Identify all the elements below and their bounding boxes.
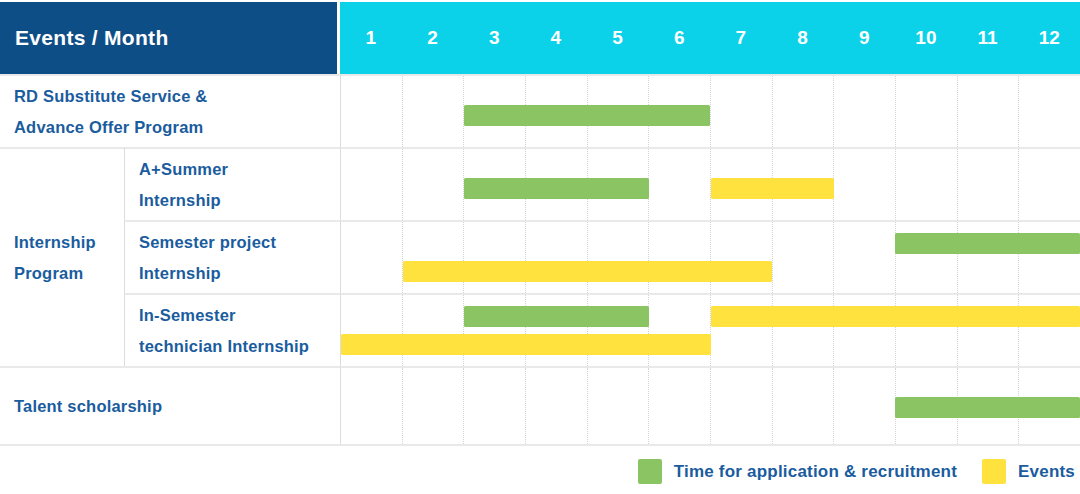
label-line: Talent scholarship: [14, 391, 334, 422]
month-gridline-col: [648, 149, 710, 220]
month-gridline-col: [772, 222, 834, 293]
chart-row-semester-project-internship: [340, 220, 1080, 293]
month-gridline-col: [341, 76, 402, 147]
row-group-label-internship-program: InternshipProgram: [0, 147, 124, 366]
row-label-a-plus-summer-internship: A+SummerInternship: [124, 147, 340, 220]
legend-swatch-green: [638, 459, 662, 484]
month-gridline-col: [648, 222, 710, 293]
table-header-cell: Events / Month: [0, 2, 340, 74]
legend: Time for application & recruitment Events: [638, 459, 1075, 484]
month-gridline-col: [895, 76, 957, 147]
month-gridline-col: [772, 76, 834, 147]
month-gridline-col: [525, 222, 587, 293]
month-gridline-col: [895, 149, 957, 220]
month-gridline-col: [833, 368, 895, 444]
bar-a-plus-summer-internship-green-0: [464, 178, 649, 199]
label-line: Semester project: [139, 227, 334, 258]
month-gridline-col: [402, 368, 464, 444]
month-header-row: 123456789101112: [340, 2, 1080, 74]
month-header-9: 9: [833, 2, 895, 74]
chart-row-talent-scholarship: [340, 366, 1080, 444]
bar-in-semester-technician-internship-green-0: [464, 306, 649, 327]
month-gridline-col: [1018, 149, 1080, 220]
label-line: Internship: [14, 227, 118, 258]
label-line: Internship: [139, 258, 334, 289]
row-label-in-semester-technician-internship: In-Semestertechnician Internship: [124, 293, 340, 366]
month-gridline-col: [341, 295, 402, 366]
month-header-5: 5: [587, 2, 649, 74]
month-header-2: 2: [402, 2, 464, 74]
legend-item-green: Time for application & recruitment: [638, 459, 957, 484]
bar-rd-substitute-service-advance-offer-program-green-0: [464, 105, 710, 126]
month-header-8: 8: [772, 2, 834, 74]
legend-label: Events: [1018, 462, 1075, 482]
month-gridline-col: [833, 76, 895, 147]
month-header-10: 10: [895, 2, 957, 74]
month-gridline-col: [833, 149, 895, 220]
month-header-11: 11: [957, 2, 1019, 74]
schedule-table: Events / Month 123456789101112 Internshi…: [0, 2, 1080, 446]
legend-item-yellow: Events: [982, 459, 1075, 484]
gantt-schedule-chart: Events / Month 123456789101112 Internshi…: [0, 0, 1080, 494]
chart-row-a-plus-summer-internship: [340, 147, 1080, 220]
label-line: Internship: [139, 185, 334, 216]
label-line: A+Summer: [139, 154, 334, 185]
label-line: technician Internship: [139, 331, 334, 362]
month-gridline-col: [957, 149, 1019, 220]
month-gridline-col: [341, 368, 402, 444]
bar-in-semester-technician-internship-yellow-1: [711, 306, 1080, 327]
month-gridline-col: [402, 222, 464, 293]
month-gridline-col: [648, 368, 710, 444]
month-header-1: 1: [340, 2, 402, 74]
label-line: Advance Offer Program: [14, 112, 334, 143]
month-gridline-col: [772, 368, 834, 444]
month-gridline-col: [463, 368, 525, 444]
month-gridline-col: [587, 368, 649, 444]
legend-label: Time for application & recruitment: [674, 462, 957, 482]
month-header-6: 6: [648, 2, 710, 74]
bar-a-plus-summer-internship-yellow-1: [711, 178, 834, 199]
month-gridline-col: [587, 222, 649, 293]
month-header-4: 4: [525, 2, 587, 74]
bar-semester-project-internship-yellow-1: [403, 261, 773, 282]
label-line: In-Semester: [139, 300, 334, 331]
chart-row-in-semester-technician-internship: [340, 293, 1080, 366]
events-month-header-label: Events / Month: [15, 26, 169, 50]
month-header-3: 3: [463, 2, 525, 74]
chart-row-rd-substitute-service-advance-offer-program: [340, 74, 1080, 147]
month-gridline-col: [525, 368, 587, 444]
month-gridline-col: [710, 222, 772, 293]
month-gridline-col: [648, 295, 710, 366]
month-gridline-col: [341, 149, 402, 220]
row-label-talent-scholarship: Talent scholarship: [0, 366, 340, 444]
row-label-semester-project-internship: Semester projectInternship: [124, 220, 340, 293]
month-gridline-col: [710, 368, 772, 444]
month-header-7: 7: [710, 2, 772, 74]
bar-talent-scholarship-green-0: [895, 397, 1080, 418]
month-header-12: 12: [1018, 2, 1080, 74]
month-gridline-col: [402, 149, 464, 220]
bar-semester-project-internship-green-0: [895, 233, 1080, 254]
month-gridline-col: [402, 295, 464, 366]
month-gridline-col: [710, 76, 772, 147]
legend-swatch-yellow: [982, 459, 1006, 484]
row-label-rd-substitute-service-advance-offer-program: RD Substitute Service &Advance Offer Pro…: [0, 74, 340, 147]
month-gridline-col: [341, 222, 402, 293]
month-gridline-col: [833, 222, 895, 293]
month-gridline-col: [957, 76, 1019, 147]
month-gridline-col: [1018, 76, 1080, 147]
bar-in-semester-technician-internship-yellow-2: [341, 334, 711, 355]
label-line: RD Substitute Service &: [14, 81, 334, 112]
month-gridline-col: [402, 76, 464, 147]
month-gridline-col: [463, 222, 525, 293]
label-line: Program: [14, 258, 118, 289]
